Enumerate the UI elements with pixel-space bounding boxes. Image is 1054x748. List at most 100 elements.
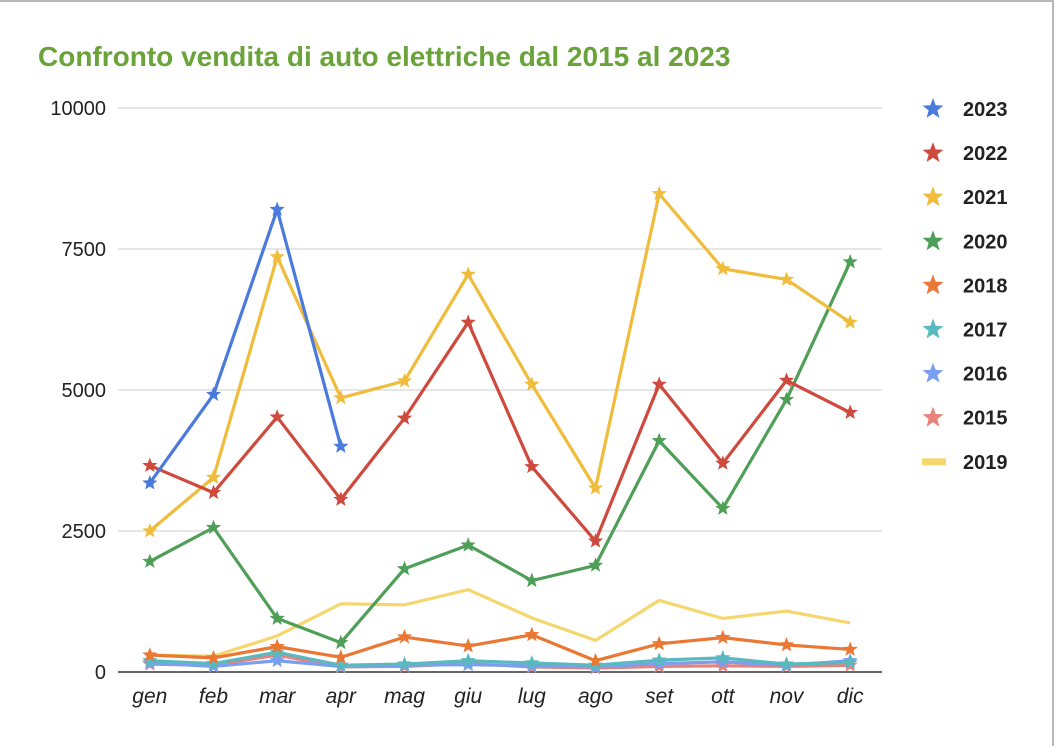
data-point <box>205 469 222 484</box>
legend-item: 2017 <box>922 318 1008 342</box>
series-2018 <box>142 626 858 668</box>
series-line <box>148 207 343 484</box>
y-tick-label: 5000 <box>62 380 107 402</box>
data-point <box>269 409 285 424</box>
data-point <box>205 386 222 401</box>
data-point <box>205 655 222 671</box>
data-point <box>269 248 285 264</box>
x-tick-label: ott <box>711 685 736 708</box>
legend-label: 2022 <box>963 143 1008 165</box>
x-tick-label: gen <box>132 685 167 708</box>
data-point <box>269 644 285 659</box>
data-point <box>778 656 795 671</box>
data-point <box>651 635 667 651</box>
x-tick-label: apr <box>326 685 357 708</box>
data-point <box>269 610 285 625</box>
data-point <box>142 652 158 668</box>
x-tick-label: dic <box>837 685 864 708</box>
series-2019 <box>149 588 851 658</box>
legend-label: 2019 <box>963 452 1008 474</box>
series-2021 <box>142 185 858 538</box>
series-group <box>142 185 858 675</box>
data-point <box>333 649 349 664</box>
series-2022 <box>142 314 858 548</box>
data-point <box>142 475 158 490</box>
data-point <box>524 458 540 474</box>
y-tick-label: 2500 <box>62 521 107 543</box>
data-point <box>460 638 476 653</box>
x-tick-label: ago <box>578 685 613 708</box>
legend-label: 2015 <box>963 408 1008 430</box>
data-point <box>651 432 667 448</box>
data-point <box>269 638 285 654</box>
data-point <box>460 266 476 281</box>
legend-item: 2019 <box>922 452 1008 474</box>
data-point <box>715 649 731 665</box>
data-point <box>396 560 413 576</box>
data-point <box>778 636 795 652</box>
series-line <box>149 261 852 645</box>
y-axis: 0 2500 5000 7500 10000 <box>50 98 106 684</box>
data-point <box>460 652 476 668</box>
data-point <box>842 404 858 420</box>
data-point <box>333 657 349 672</box>
data-point <box>333 389 349 405</box>
legend-label: 2020 <box>963 231 1008 253</box>
data-point <box>396 410 413 425</box>
data-point <box>778 391 795 407</box>
data-point <box>524 626 540 642</box>
legend-star-icon <box>922 98 944 118</box>
legend-label: 2017 <box>963 320 1008 342</box>
data-point <box>396 372 413 388</box>
legend-label: 2018 <box>963 275 1008 297</box>
data-point <box>842 253 858 269</box>
data-point <box>715 629 731 645</box>
data-point <box>587 480 604 495</box>
data-point <box>778 271 795 286</box>
series-line <box>149 659 851 669</box>
x-tick-label: set <box>645 685 674 708</box>
chart-title: Confronto vendita di auto elettriche dal… <box>38 41 730 72</box>
data-point <box>460 537 476 552</box>
data-point <box>396 629 413 644</box>
legend-label: 2023 <box>963 99 1008 121</box>
data-point <box>715 260 731 276</box>
data-point <box>205 519 222 535</box>
x-tick-label: lug <box>518 685 546 708</box>
legend-star-icon <box>922 274 944 295</box>
legend-item: 2015 <box>922 406 1008 430</box>
data-point <box>142 523 158 538</box>
x-tick-label: giu <box>454 685 482 708</box>
data-point <box>396 656 413 671</box>
legend: 2023 2022 2021 2020 2018 2017 2016 2015 2019 <box>922 98 1008 474</box>
series-line <box>149 650 851 667</box>
legend-item: 2022 <box>922 142 1008 165</box>
data-point <box>842 314 858 329</box>
legend-line-icon <box>922 458 946 466</box>
y-tick-label: 7500 <box>62 239 107 261</box>
data-point <box>269 652 285 668</box>
series-2017 <box>142 644 858 672</box>
series-line <box>149 588 851 658</box>
series-line <box>149 633 851 663</box>
legend-star-icon <box>922 186 944 207</box>
data-point <box>333 438 349 453</box>
legend-star-icon <box>922 318 944 339</box>
data-point <box>205 484 222 500</box>
data-point <box>842 641 858 656</box>
data-point <box>269 201 285 216</box>
data-point <box>587 657 604 672</box>
data-point <box>715 500 731 515</box>
x-tick-label: nov <box>770 685 805 708</box>
y-tick-label: 0 <box>95 662 106 684</box>
legend-label: 2021 <box>963 187 1008 209</box>
data-point <box>651 652 667 667</box>
data-point <box>587 652 604 668</box>
data-point <box>460 314 476 329</box>
legend-item: 2020 <box>922 230 1008 253</box>
data-point <box>524 376 540 391</box>
data-point <box>651 376 667 391</box>
legend-item: 2023 <box>922 98 1008 121</box>
legend-item: 2016 <box>922 362 1008 386</box>
